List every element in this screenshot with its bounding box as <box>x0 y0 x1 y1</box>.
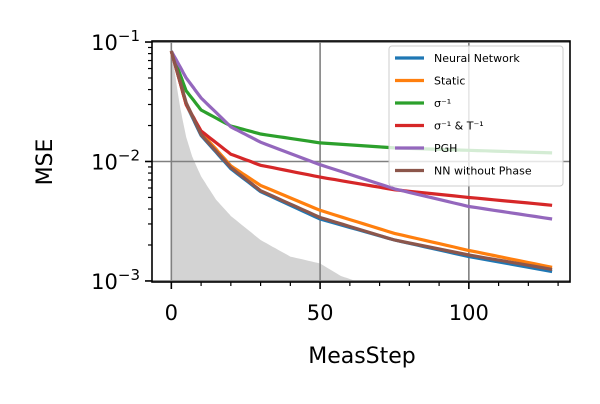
legend-label: σ⁻¹ & T⁻¹ <box>434 120 484 133</box>
y-axis-label: MSE <box>33 139 58 186</box>
legend-label: Static <box>434 75 465 88</box>
x-tick-label: 100 <box>449 301 489 325</box>
legend-label: Neural Network <box>434 52 520 65</box>
legend-box <box>388 45 564 187</box>
x-tick-label: 0 <box>165 301 178 325</box>
x-tick-label: 50 <box>307 301 334 325</box>
axis-ticks: 0 50 100 10−3 10−2 10−1 <box>91 27 559 325</box>
x-axis-label: MeasStep <box>308 344 416 369</box>
y-tick-label: 10−2 <box>91 146 140 174</box>
shaded-region <box>171 51 359 282</box>
legend-label: PGH <box>434 142 457 155</box>
series-line-nn-without-phase <box>169 50 553 271</box>
y-tick-label: 10−3 <box>91 266 140 294</box>
series-lines <box>169 50 553 274</box>
y-tick-label: 10−1 <box>91 27 140 55</box>
legend: Neural Network Static σ⁻¹ σ⁻¹ & T⁻¹ PGH NN wi… <box>388 45 564 187</box>
legend-label: σ⁻¹ <box>434 97 451 110</box>
legend-label: NN without Phase <box>434 165 532 178</box>
series-line-pgh <box>169 50 553 221</box>
shaded-area <box>171 51 359 282</box>
